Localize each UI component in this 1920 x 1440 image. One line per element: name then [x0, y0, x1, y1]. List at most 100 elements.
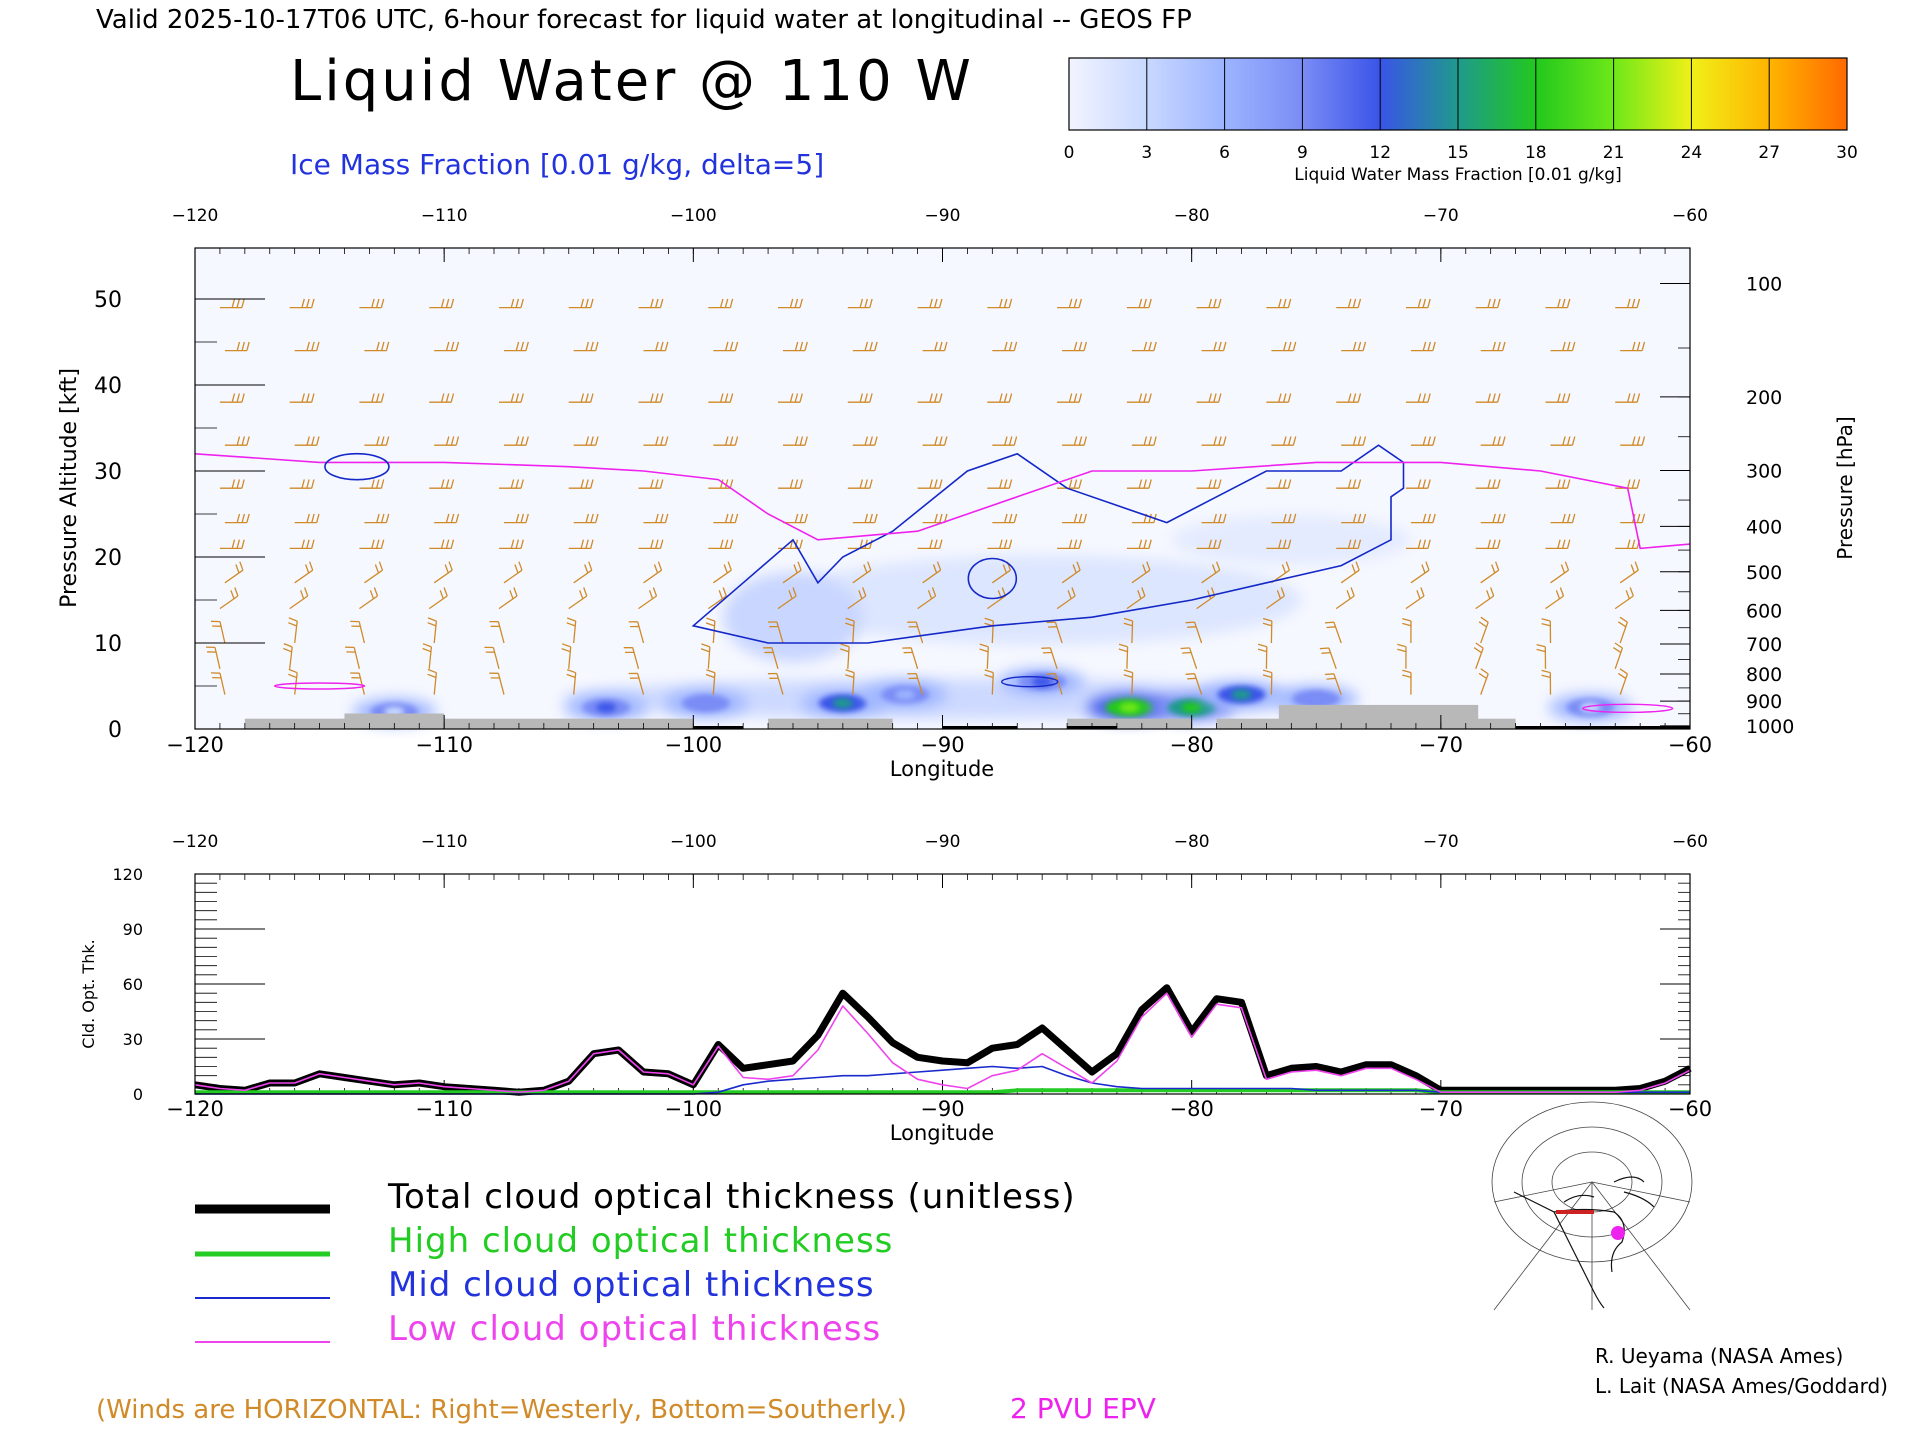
epv-contour-small: [273, 682, 366, 690]
wind-barb: [573, 513, 599, 524]
wind-barb: [1126, 393, 1152, 403]
wind-barb: [359, 539, 385, 550]
wind-barb: [224, 436, 250, 446]
wind-barb: [852, 561, 872, 584]
cross-section-axes: −120 −110 −100 −90 −80 −70 −60 −120 −110 −100 −90 −…: [94, 206, 1794, 757]
wind-barb: [1615, 298, 1641, 309]
pressure-tick-label: 300: [1746, 461, 1782, 483]
wind-barb: [359, 587, 379, 610]
wind-barb: [345, 646, 361, 669]
wind-barb: [922, 341, 948, 352]
wind-barb: [1123, 669, 1134, 695]
top-x-tick-label: −110: [421, 206, 468, 226]
liquid-water-blob-peak: [1181, 702, 1202, 713]
y-tick-label: 50: [94, 288, 122, 313]
wind-barb: [852, 436, 878, 446]
wind-barb: [992, 436, 1018, 446]
wind-barb: [782, 561, 802, 584]
liquid-water-blob-peak: [1306, 693, 1327, 704]
cloud-haze: [723, 572, 863, 663]
wind-barb: [210, 620, 226, 644]
wind-barb: [568, 587, 588, 610]
lower-y-tick-label: 60: [123, 975, 143, 994]
wind-barb: [917, 479, 943, 489]
wind-barb: [705, 617, 716, 644]
wind-barb: [1319, 647, 1337, 670]
wind-barb: [922, 436, 948, 446]
pressure-tick-label: 800: [1746, 664, 1782, 686]
wind-barb: [712, 561, 732, 584]
wind-barb: [1262, 669, 1273, 695]
wind-barb: [713, 341, 739, 352]
wind-barb: [778, 393, 803, 403]
wind-barb: [638, 587, 658, 610]
x-tick-label: −90: [920, 733, 964, 757]
optical-thickness-axes: −120 −110 −100 −90 −80 −70 −60 −120 −110 −100 −90 −…: [112, 832, 1712, 1121]
wind-barb: [1131, 436, 1157, 446]
wind-barb: [1196, 479, 1222, 489]
wind-barb: [499, 298, 524, 309]
y-tick-label: 40: [94, 374, 122, 399]
wind-barb: [1475, 298, 1501, 309]
location-marker: [1611, 1226, 1625, 1240]
wind-barb: [845, 617, 855, 644]
wind-barb: [628, 621, 645, 644]
liquid-water-blob-peak: [1032, 676, 1053, 687]
wind-barb: [1341, 436, 1367, 446]
wind-barb: [433, 561, 453, 584]
wind-barb: [1617, 668, 1629, 695]
wind-barb: [1180, 647, 1198, 670]
wind-barb: [1335, 587, 1355, 610]
colorbar-label: Liquid Water Mass Fraction [0.01 g/kg]: [1294, 165, 1621, 185]
wind-barb: [1478, 616, 1489, 644]
wind-barb: [1536, 643, 1547, 669]
wind-barb: [499, 393, 524, 403]
wind-barb: [778, 479, 803, 489]
x-tick-label: −80: [1170, 733, 1214, 757]
wind-barbs: [205, 298, 1646, 695]
wind-barb: [489, 620, 505, 644]
wind-barb: [845, 669, 855, 695]
series-line-low: [194, 992, 1691, 1093]
wind-barb: [1126, 539, 1152, 550]
wind-barb: [783, 341, 808, 352]
x-axis-label-lower: Longitude: [890, 1121, 994, 1145]
colorbar-tick-label: 18: [1525, 143, 1547, 163]
lower-x-tick-label: −80: [1170, 1097, 1214, 1121]
legend-label-low: Low cloud optical thickness: [388, 1309, 881, 1349]
wind-barb: [1046, 621, 1063, 644]
wind-barb: [767, 672, 784, 695]
wind-barb: [1410, 436, 1436, 446]
wind-barb: [1118, 643, 1129, 669]
colorbar-tick-label: 27: [1758, 143, 1780, 163]
liquid-water-blob-peak: [1231, 689, 1252, 700]
wind-barb: [210, 672, 226, 695]
optical-thickness-frame: [194, 873, 1691, 1095]
wind-barb: [1541, 669, 1552, 695]
x-tick-label: −100: [664, 733, 722, 757]
liquid-water-blob-peak: [596, 702, 617, 713]
lower-x-tick-label: −60: [1668, 1097, 1712, 1121]
y-axis-label-left: Pressure Altitude [kft]: [57, 368, 82, 608]
valid-line: Valid 2025-10-17T06 UTC, 6-hour forecast…: [96, 5, 1192, 35]
wind-barb: [429, 393, 455, 403]
wind-barb: [428, 587, 448, 610]
page-title: Liquid Water @ 110 W: [290, 49, 974, 114]
credit-ueyama: R. Ueyama (NASA Ames): [1595, 1344, 1843, 1368]
wind-barb: [219, 539, 245, 550]
top-x-tick-label: −100: [670, 206, 717, 226]
legend: Total cloud optical thickness (unitless)…: [195, 1177, 1075, 1349]
wind-barb: [1402, 617, 1412, 644]
epv-label: 2 PVU EPV: [1010, 1392, 1156, 1425]
wind-barb: [568, 393, 594, 403]
epv-contour-small: [1582, 703, 1674, 714]
lower-top-x-tick-label: −100: [670, 832, 717, 852]
wind-barb: [1405, 479, 1431, 489]
ice-subtitle: Ice Mass Fraction [0.01 g/kg, delta=5]: [290, 148, 824, 181]
wind-barb: [1201, 513, 1227, 524]
cross-section-background: [195, 248, 1690, 729]
y-tick-label: 20: [94, 546, 122, 571]
wind-barb: [628, 672, 645, 695]
wind-barb: [767, 621, 784, 644]
wind-barb: [503, 561, 523, 584]
